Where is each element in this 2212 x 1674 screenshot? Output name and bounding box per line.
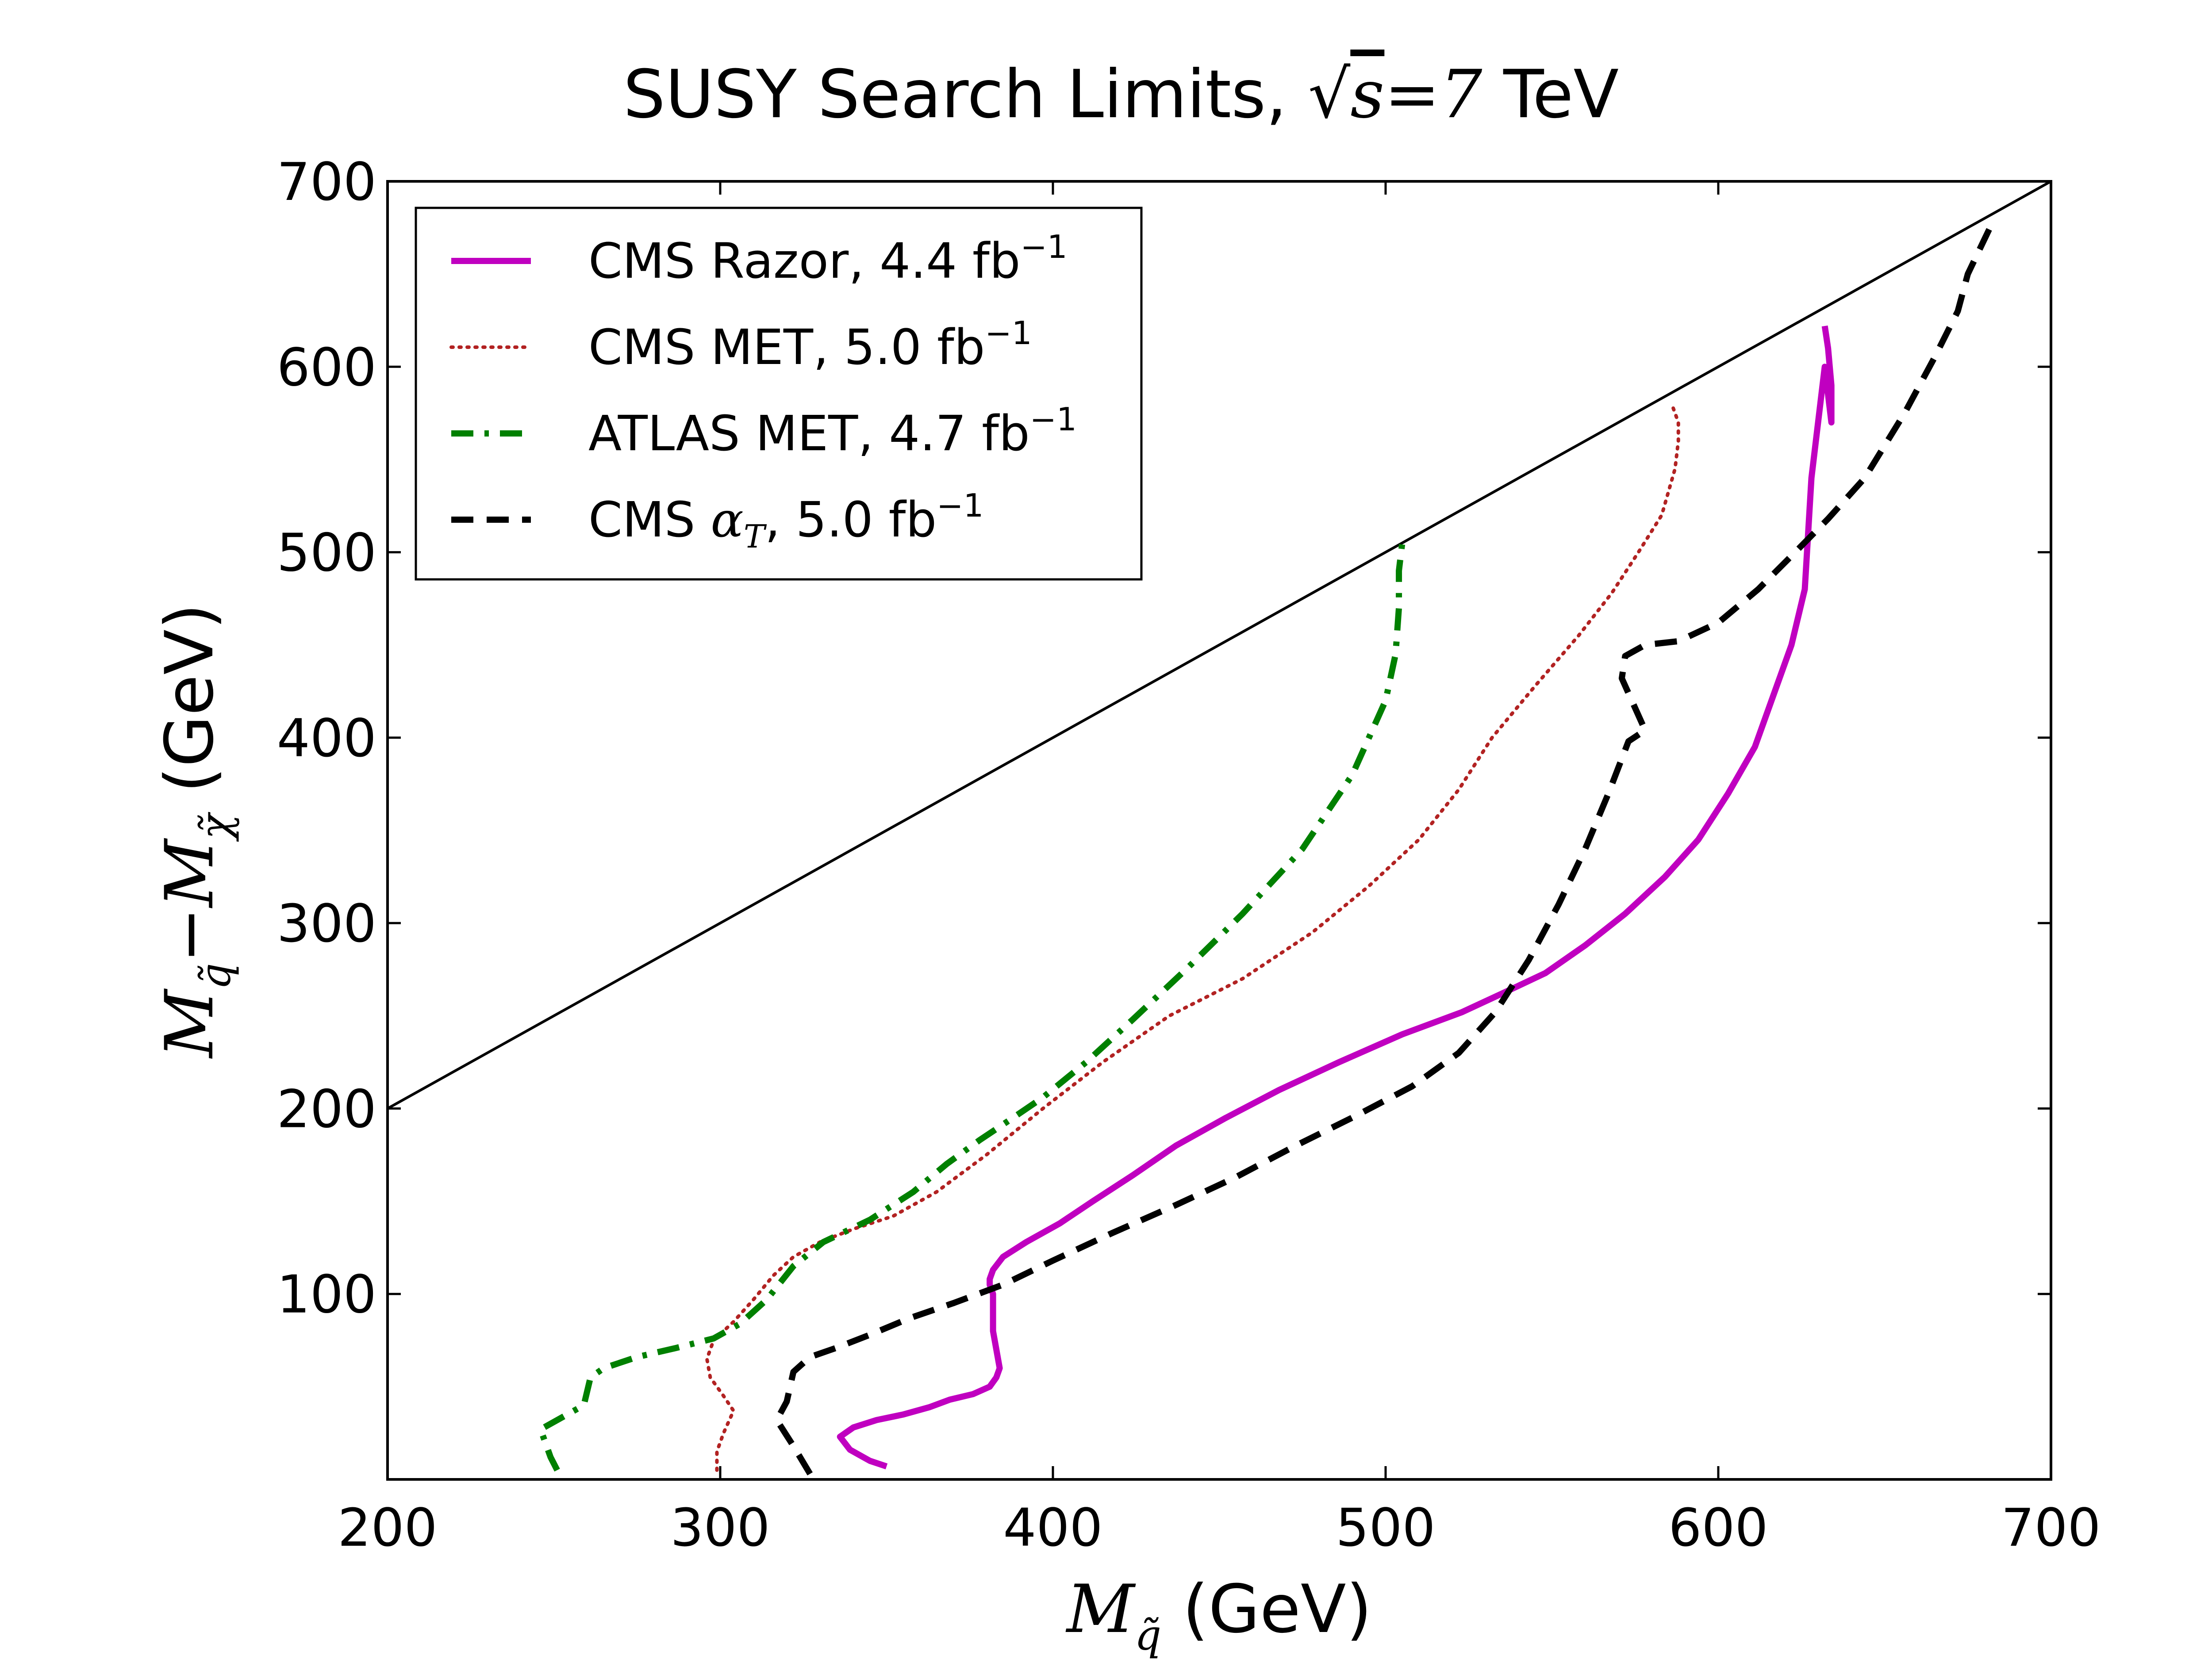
series-line-cms-met <box>705 402 1680 1472</box>
chart-title-sqrt-var: s <box>1350 56 1384 133</box>
legend-label-atlas-met: ATLAS MET, 4.7 fb−1 <box>588 401 1077 462</box>
y-axis-label: Mq̃−Mχ̃ (GeV) <box>151 603 240 1059</box>
chart-title-unit: TeV <box>1482 56 1619 133</box>
y-axis-label-unit: (GeV) <box>151 603 228 814</box>
legend-label-cms-alphat-prefix: CMS <box>588 491 711 548</box>
y-tick-label: 100 <box>277 1264 376 1325</box>
chart-title-prefix: SUSY Search Limits, <box>623 56 1308 133</box>
x-tick-label: 300 <box>670 1497 770 1558</box>
y-tick-label: 500 <box>277 522 376 583</box>
legend-label-cms-alphat-sup: −1 <box>937 487 983 524</box>
series-line-atlas-met <box>537 542 1406 1472</box>
x-tick-label: 400 <box>1003 1497 1102 1558</box>
y-axis-label-symbol1: M <box>151 988 228 1059</box>
plot-frame <box>386 180 2052 1481</box>
legend-label-cms-razor-sup: −1 <box>1021 228 1068 265</box>
y-tick-label: 300 <box>277 893 376 954</box>
x-axis-label-unit: (GeV) <box>1161 1571 1372 1648</box>
legend-label-cms-alphat-alpha: α <box>711 491 744 548</box>
y-tick-label: 400 <box>277 708 376 769</box>
legend: CMS Razor, 4.4 fb−1 CMS MET, 5.0 fb−1 AT… <box>415 207 1143 581</box>
legend-label-atlas-met-sup: −1 <box>1030 401 1077 438</box>
legend-label-cms-alphat: CMS αT, 5.0 fb−1 <box>588 487 983 555</box>
x-tick-label: 500 <box>1336 1497 1435 1558</box>
legend-label-cms-met-main: CMS MET, 5.0 fb <box>588 319 985 375</box>
reference-diagonal-line <box>388 181 2051 1110</box>
y-axis-label-sub1: q̃ <box>192 963 240 990</box>
x-axis-label-symbol: M <box>1065 1571 1136 1648</box>
legend-label-cms-met: CMS MET, 5.0 fb−1 <box>588 314 1032 375</box>
chart-title: SUSY Search Limits, √s=7 TeV <box>623 56 1619 133</box>
legend-label-cms-alphat-suffix: , 5.0 fb <box>765 491 937 548</box>
y-axis-label-sub2: χ̃ <box>192 812 240 842</box>
x-tick-label: 700 <box>2001 1497 2101 1558</box>
legend-label-cms-razor: CMS Razor, 4.4 fb−1 <box>588 228 1068 289</box>
x-axis-label-sub: q̃ <box>1134 1611 1161 1660</box>
chart-title-value: 7 <box>1440 56 1482 133</box>
series-line-cms-razor <box>837 326 1835 1470</box>
y-axis-label-symbol2: M <box>151 838 228 908</box>
legend-label-atlas-met-main: ATLAS MET, 4.7 fb <box>588 405 1030 462</box>
legend-label-cms-alphat-alpha-sub: T <box>744 518 767 555</box>
chart-title-equals: = <box>1384 56 1440 133</box>
series-line-cms-alphat <box>773 217 1997 1476</box>
y-tick-label: 600 <box>277 337 376 398</box>
ticks-layer: 200 300 400 500 600 700 100 200 300 400 500 600 700 <box>277 151 2101 1558</box>
legend-label-cms-met-sup: −1 <box>985 314 1032 352</box>
legend-label-cms-razor-main: CMS Razor, 4.4 fb <box>588 233 1021 289</box>
reference-layer <box>388 181 2051 1110</box>
x-tick-label: 600 <box>1668 1497 1768 1558</box>
y-tick-label: 700 <box>277 151 376 212</box>
chart-title-sqrt: √ <box>1308 56 1351 133</box>
series-layer <box>537 217 1997 1476</box>
y-axis-label-minus: − <box>151 907 228 963</box>
legend-box <box>415 207 1143 581</box>
x-axis-label: Mq̃ (GeV) <box>1065 1571 1372 1660</box>
y-tick-label: 200 <box>277 1078 376 1139</box>
x-tick-label: 200 <box>338 1497 437 1558</box>
